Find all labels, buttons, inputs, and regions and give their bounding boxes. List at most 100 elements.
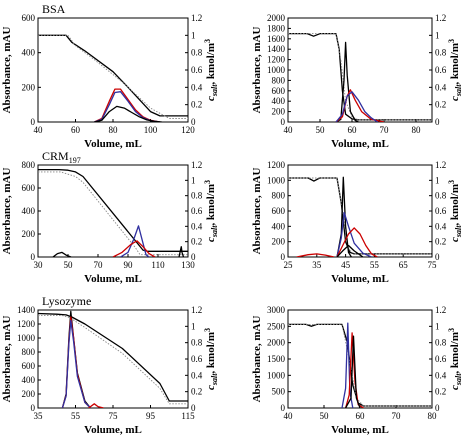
series-line-3 [336, 176, 352, 257]
y-tick-label: 0 [31, 117, 36, 127]
y2-tick-label: 0.6 [435, 354, 447, 364]
y2-tick-label: 0.4 [191, 370, 203, 380]
y-tick-label: 0 [281, 403, 286, 413]
y-tick-label: 400 [22, 48, 36, 58]
series-line-3 [335, 41, 359, 122]
x-tick-label: 90 [124, 260, 134, 270]
y2-tick-label: 0.2 [435, 387, 446, 397]
y-axis-label: Absorbance, mAU [1, 27, 13, 114]
series-line-2 [38, 171, 188, 256]
y-tick-label: 1400 [17, 305, 36, 315]
y2-tick-label: 0.2 [191, 387, 202, 397]
y-tick-label: 200 [22, 82, 36, 92]
y-tick-label: 800 [22, 347, 36, 357]
y2-axis-label: csalt, kmol/m3 [447, 328, 463, 390]
y-tick-label: 200 [272, 107, 286, 117]
chart-panel-2: 40 50 60 70 80020040060080010001200140016001… [251, 13, 463, 150]
y-tick-label: 1500 [267, 354, 286, 364]
y-tick-label: 1200 [17, 319, 36, 329]
series-line-1 [288, 323, 432, 407]
y-tick-label: 1000 [267, 65, 286, 75]
x-tick-label: 80 [412, 125, 422, 135]
y2-tick-label: 0.6 [191, 354, 203, 364]
y-tick-label: 1000 [17, 333, 36, 343]
x-tick-label: 70 [94, 260, 104, 270]
y2-tick-label: 1.2 [191, 305, 202, 315]
y-axis-label: Absorbance, mAU [251, 316, 263, 403]
series-line-4 [336, 211, 372, 257]
series-line-2 [288, 33, 432, 121]
y2-tick-label: 1.2 [191, 160, 202, 170]
y-axis-label: Absorbance, mAU [251, 27, 263, 114]
y-tick-label: 1600 [267, 34, 286, 44]
x-tick-label: 55 [71, 411, 81, 421]
y2-tick-label: 0.4 [435, 82, 447, 92]
x-tick-label: 100 [144, 125, 158, 135]
series-line-6 [88, 403, 104, 408]
series-line-5 [94, 105, 162, 122]
series-line-6 [336, 244, 364, 257]
y-tick-label: 600 [22, 13, 36, 23]
x-tick-label: 50 [64, 260, 74, 270]
y2-tick-label: 0.4 [435, 221, 447, 231]
y2-tick-label: 0 [191, 252, 196, 262]
panel-title: CRM197 [42, 149, 81, 165]
panel-title: Lysozyme [42, 294, 91, 308]
y2-axis-label: csalt, kmol/m3 [447, 39, 463, 101]
y-tick-label: 400 [22, 206, 36, 216]
y-tick-label: 500 [272, 387, 286, 397]
y-tick-label: 1400 [267, 44, 286, 54]
y-tick-label: 0 [281, 252, 286, 262]
y2-tick-label: 0.6 [191, 65, 203, 75]
y2-tick-label: 1 [435, 30, 440, 40]
x-tick-label: 80 [428, 411, 438, 421]
series-line-5 [335, 91, 378, 122]
chart-panel-1: 40 60 80 100 120020040060000.20.40.60.811.2V… [1, 2, 219, 150]
series-line-1 [288, 177, 432, 255]
y2-tick-label: 0.8 [191, 338, 203, 348]
x-axis-label: Volume, mL [84, 138, 142, 150]
x-tick-label: 60 [356, 411, 366, 421]
y-tick-label: 400 [22, 375, 36, 385]
x-tick-label: 110 [151, 260, 165, 270]
chart-panel-6: 40 50 60 70 8005001000150020002500300000.20.… [251, 305, 463, 436]
plot-frame [37, 164, 189, 258]
x-tick-label: 75 [428, 260, 438, 270]
x-tick-label: 40 [34, 125, 44, 135]
y-tick-label: 200 [22, 229, 36, 239]
y-tick-label: 200 [272, 237, 286, 247]
x-axis-label: Volume, mL [84, 273, 142, 285]
y-tick-label: 1200 [267, 160, 286, 170]
x-tick-label: 55 [370, 260, 380, 270]
y2-tick-label: 0.2 [191, 237, 202, 247]
y-tick-label: 1000 [267, 175, 286, 185]
y2-tick-label: 0.8 [435, 191, 447, 201]
y2-tick-label: 0.4 [435, 370, 447, 380]
y2-tick-label: 0 [191, 403, 196, 413]
plot-frame [37, 17, 189, 123]
x-tick-label: 60 [71, 125, 81, 135]
y2-axis-label: csalt, kmol/m3 [203, 328, 219, 390]
y-tick-label: 400 [272, 221, 286, 231]
y2-tick-label: 0.2 [435, 100, 446, 110]
chart-panel-4: 25 35 45 55 65 7502004006008001000120000.20.4… [251, 160, 463, 285]
x-tick-label: 60 [348, 125, 358, 135]
y2-tick-label: 0.8 [191, 48, 203, 58]
x-tick-label: 50 [320, 411, 330, 421]
y2-tick-label: 0 [435, 252, 440, 262]
x-tick-label: 75 [109, 411, 119, 421]
y-tick-label: 2500 [267, 321, 286, 331]
y-tick-label: 800 [272, 75, 286, 85]
y-tick-label: 200 [22, 389, 36, 399]
series-line-1 [38, 34, 188, 117]
y2-tick-label: 0.8 [435, 48, 447, 58]
x-tick-label: 35 [34, 411, 44, 421]
y-tick-label: 1800 [267, 23, 286, 33]
x-tick-label: 115 [181, 411, 195, 421]
y2-tick-label: 0.2 [435, 237, 446, 247]
y2-tick-label: 0.4 [191, 82, 203, 92]
series-line-1 [38, 312, 188, 402]
series-line-4 [120, 225, 150, 257]
y2-tick-label: 0.6 [191, 206, 203, 216]
